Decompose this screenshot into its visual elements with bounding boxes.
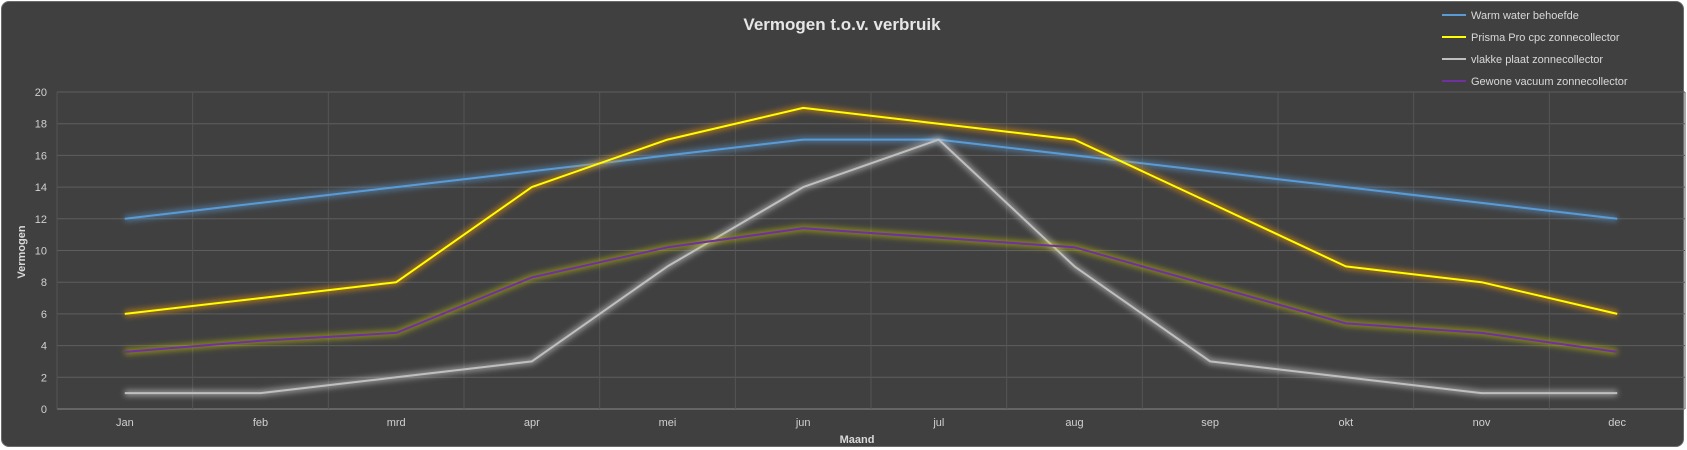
x-tick-label: okt — [1338, 417, 1353, 429]
x-tick-label: feb — [253, 417, 268, 429]
x-tick-label: aug — [1065, 417, 1083, 429]
y-tick-label: 14 — [35, 182, 47, 194]
y-tick-label: 2 — [41, 372, 47, 384]
legend: Warm water behoefde Prisma Pro cpc zonnec… — [1442, 10, 1628, 88]
x-tick-label: apr — [524, 417, 540, 429]
legend-label: vlakke plaat zonnecollector — [1471, 54, 1603, 66]
y-tick-label: 0 — [41, 404, 47, 416]
y-axis-ticks: 0 2 4 6 8 10 12 14 16 18 20 — [35, 87, 47, 416]
y-axis-label: Vermogen — [16, 225, 28, 278]
y-tick-label: 10 — [35, 246, 47, 258]
y-tick-label: 6 — [41, 309, 47, 321]
x-tick-label: jul — [932, 417, 944, 429]
legend-label: Prisma Pro cpc zonnecollector — [1471, 32, 1620, 44]
x-tick-label: nov — [1473, 417, 1491, 429]
x-tick-label: mei — [659, 417, 677, 429]
y-tick-label: 20 — [35, 87, 47, 99]
chart-title: Vermogen t.o.v. verbruik — [743, 15, 941, 34]
legend-label: Warm water behoefde — [1471, 10, 1579, 22]
series-line — [124, 138, 1618, 220]
gridlines — [56, 91, 1686, 410]
x-axis-label: Maand — [840, 434, 875, 446]
x-tick-label: sep — [1201, 417, 1219, 429]
x-tick-label: jun — [795, 417, 811, 429]
y-tick-label: 16 — [35, 150, 47, 162]
y-tick-label: 8 — [41, 277, 47, 289]
series-line — [124, 227, 1618, 353]
x-tick-label: mrd — [387, 417, 406, 429]
series-line — [124, 138, 1618, 395]
x-axis-ticks: Jan feb mrd apr mei jun jul aug sep okt nov dec — [116, 417, 1627, 429]
legend-label: Gewone vacuum zonnecollector — [1471, 76, 1628, 88]
y-tick-label: 18 — [35, 119, 47, 131]
y-tick-label: 12 — [35, 214, 47, 226]
series-lines — [124, 104, 1618, 397]
x-tick-label: Jan — [116, 417, 134, 429]
series-line — [124, 106, 1618, 315]
x-tick-label: dec — [1608, 417, 1626, 429]
y-tick-label: 4 — [41, 341, 47, 353]
